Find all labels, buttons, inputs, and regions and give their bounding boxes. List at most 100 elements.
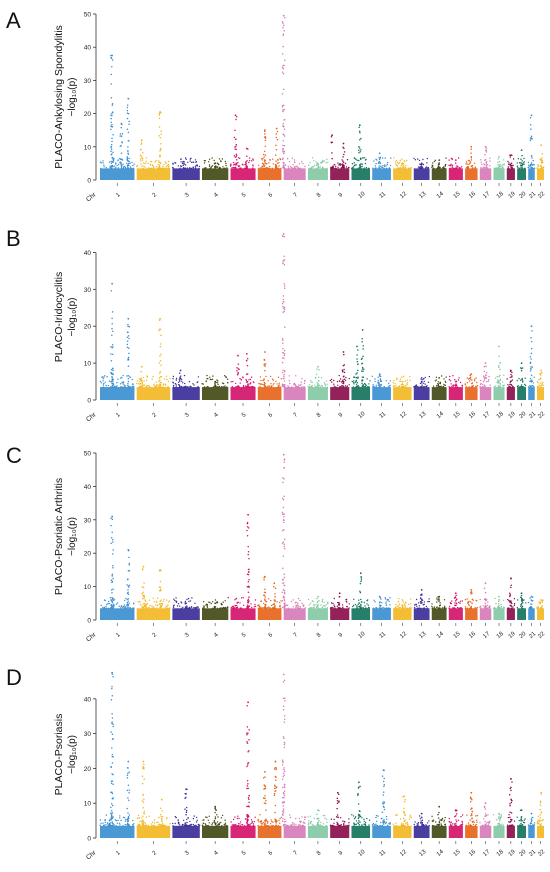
snp-point	[520, 386, 522, 388]
snp-point	[111, 382, 113, 385]
snp-point	[452, 385, 454, 387]
snp-point	[259, 376, 262, 378]
snp-point	[292, 163, 294, 166]
snp-point	[263, 378, 265, 380]
snp-point	[317, 825, 320, 827]
snp-point	[145, 157, 148, 159]
baseline-band	[100, 825, 135, 838]
snp-point	[359, 821, 361, 823]
snp-point	[541, 601, 543, 604]
snp-point	[111, 687, 113, 690]
chromosome-18-points	[493, 345, 505, 400]
snp-point	[110, 536, 113, 539]
snp-point	[179, 380, 181, 382]
snp-point	[164, 161, 167, 163]
snp-point	[392, 385, 395, 387]
snp-point	[372, 384, 374, 386]
snp-point	[208, 601, 210, 603]
snp-point	[275, 380, 277, 383]
snp-point	[254, 603, 256, 606]
snp-point	[131, 385, 133, 388]
snp-point	[319, 385, 321, 387]
chromosome-label: 13	[418, 411, 427, 420]
baseline-band	[230, 608, 256, 620]
snp-point	[359, 164, 361, 166]
snp-point	[205, 816, 207, 818]
snp-point	[238, 368, 240, 371]
snp-point	[276, 159, 279, 161]
snp-point	[110, 146, 112, 149]
snp-point	[278, 162, 280, 164]
snp-point	[338, 163, 341, 165]
snp-point	[221, 825, 223, 827]
snp-point	[112, 606, 115, 608]
snp-point	[226, 386, 228, 388]
baseline-band	[393, 168, 412, 180]
snp-point	[336, 380, 339, 383]
snp-point	[124, 820, 127, 822]
snp-point	[432, 166, 434, 168]
snp-point	[283, 519, 285, 522]
snp-point	[111, 66, 113, 68]
snp-point	[260, 820, 262, 822]
snp-point	[227, 606, 229, 609]
snp-point	[509, 592, 511, 594]
snp-point	[274, 593, 276, 595]
peak-snp-point	[264, 771, 266, 773]
snp-point	[282, 383, 284, 386]
chromosome-20-points	[516, 809, 527, 838]
snp-point	[160, 824, 162, 826]
snp-point	[520, 824, 522, 827]
chromosome-19-points	[506, 369, 515, 400]
snp-point	[497, 384, 500, 387]
snp-point	[279, 817, 281, 820]
snp-point	[435, 379, 437, 381]
snp-point	[232, 166, 235, 169]
snp-point	[233, 136, 236, 139]
snp-point	[359, 605, 361, 608]
snp-point	[336, 797, 339, 799]
snp-point	[238, 165, 240, 168]
snp-point	[460, 607, 463, 609]
snp-point	[297, 825, 300, 827]
snp-point	[283, 679, 286, 682]
snp-point	[360, 577, 363, 579]
snp-point	[459, 602, 461, 604]
snp-point	[357, 386, 359, 388]
snp-point	[500, 816, 503, 818]
snp-point	[508, 793, 511, 796]
chromosome-8-points	[307, 595, 329, 620]
snp-point	[529, 597, 531, 599]
chromosome-6-points	[257, 575, 282, 620]
snp-point	[141, 817, 143, 819]
snp-point	[207, 824, 209, 827]
snp-point	[282, 808, 285, 810]
snp-point	[416, 825, 418, 827]
snp-point	[359, 591, 362, 594]
snp-point	[220, 604, 223, 606]
snp-point	[101, 376, 103, 378]
snp-point	[404, 798, 406, 801]
snp-point	[385, 821, 388, 823]
snp-point	[304, 818, 306, 821]
baseline-band	[136, 608, 171, 620]
snp-point	[517, 599, 519, 601]
snp-point	[536, 167, 538, 169]
snp-point	[484, 808, 487, 810]
snp-point	[530, 820, 533, 822]
snp-point	[141, 157, 143, 159]
snp-point	[352, 815, 355, 817]
snp-point	[532, 824, 535, 827]
snp-point	[111, 123, 113, 126]
snp-point	[165, 599, 168, 601]
snp-point	[180, 386, 182, 388]
snp-point	[158, 319, 161, 322]
snp-point	[252, 823, 255, 825]
snp-point	[423, 377, 425, 380]
snp-point	[397, 167, 399, 169]
snp-point	[360, 580, 362, 583]
snp-point	[404, 814, 406, 816]
snp-point	[469, 797, 472, 799]
snp-point	[118, 822, 121, 824]
snp-point	[244, 163, 246, 166]
